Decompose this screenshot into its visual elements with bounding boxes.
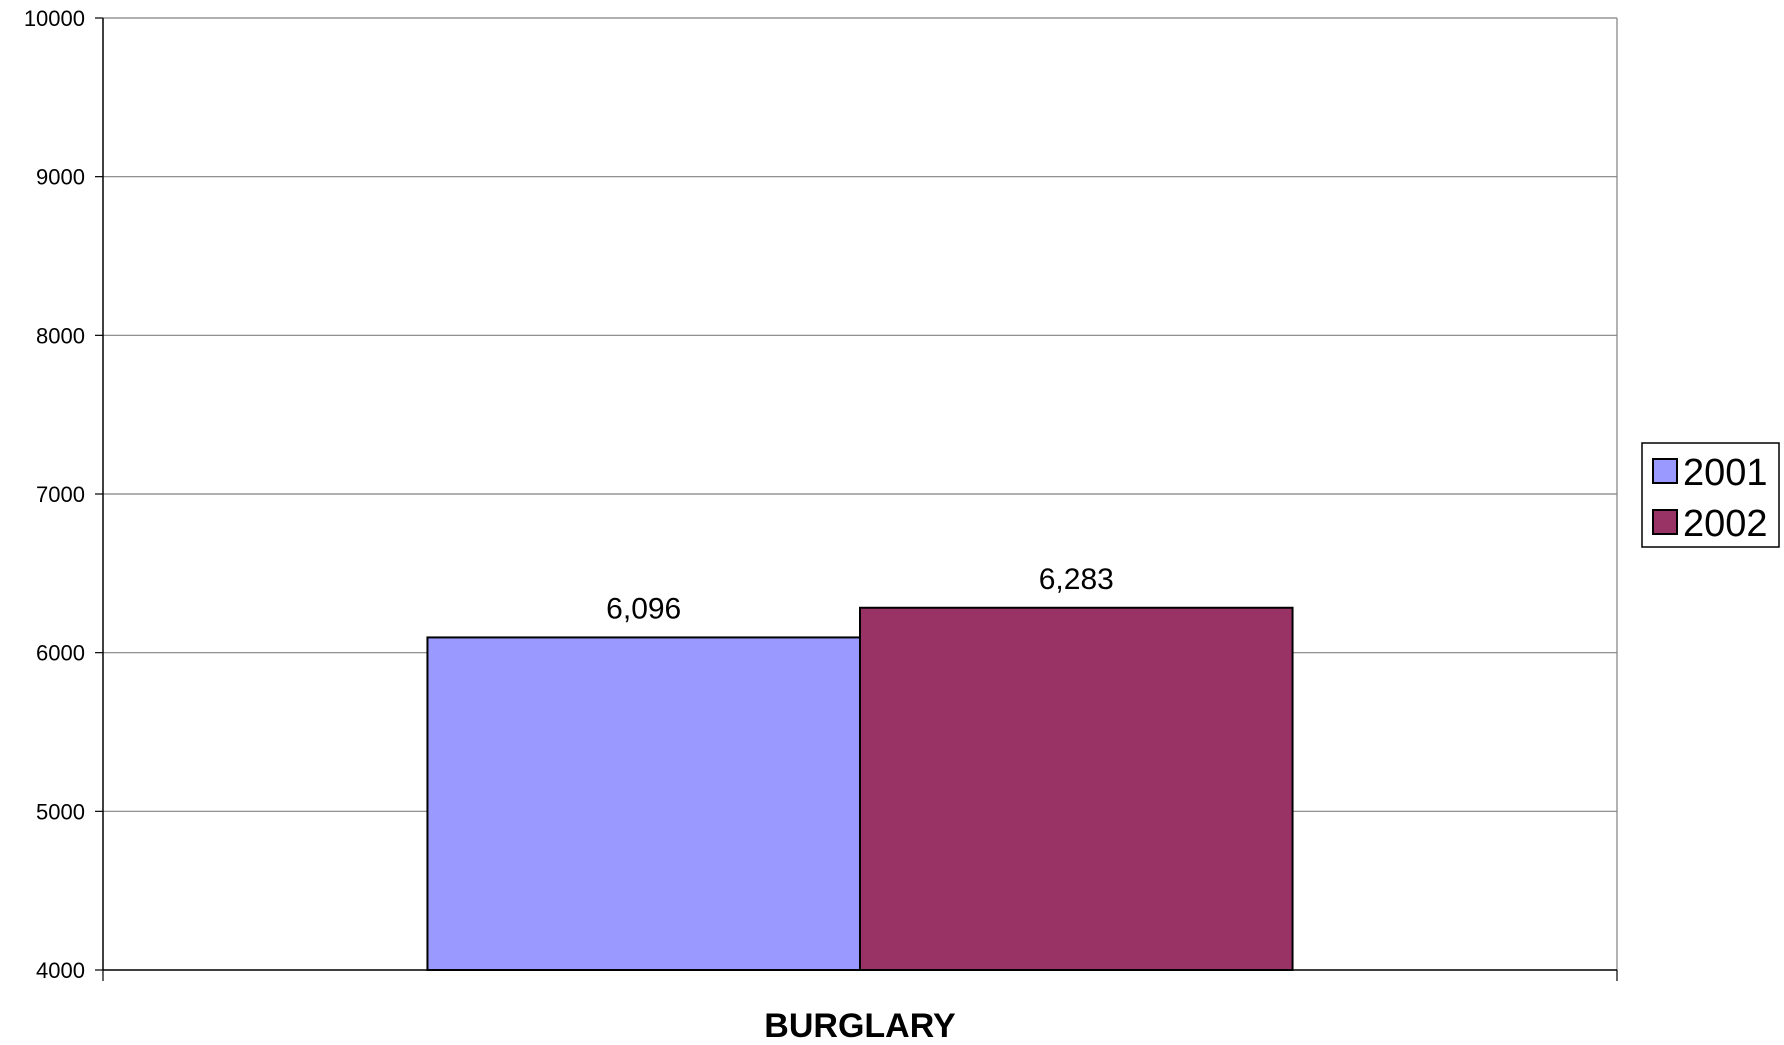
y-tick-label: 10000: [24, 6, 85, 31]
bar-2002: [859, 606, 1294, 971]
y-tick-label: 6000: [36, 641, 85, 666]
y-tick-label: 5000: [36, 799, 85, 824]
labels: 4000 5000 6000 7000 8000 9000 10000 6,096 6,283 B…: [24, 6, 1114, 1045]
legend: 2001 2002: [1641, 442, 1780, 548]
legend-label-2002: 2002: [1683, 503, 1768, 545]
axes: [95, 17, 1618, 981]
y-tick-label: 4000: [36, 958, 85, 983]
legend-swatch-2002: [1652, 509, 1678, 535]
x-category-label: BURGLARY: [764, 1007, 956, 1045]
data-label-2001: 6,096: [606, 592, 681, 625]
y-tick-label: 7000: [36, 482, 85, 507]
data-label-2002: 6,283: [1039, 563, 1114, 596]
legend-label-2001: 2001: [1683, 452, 1768, 494]
y-tick-label: 8000: [36, 323, 85, 348]
legend-swatch-2001: [1652, 458, 1678, 484]
bars: [426, 606, 1294, 972]
y-tick-label: 9000: [36, 165, 85, 190]
bar-2001: [426, 636, 861, 972]
gridlines: [103, 17, 1618, 970]
